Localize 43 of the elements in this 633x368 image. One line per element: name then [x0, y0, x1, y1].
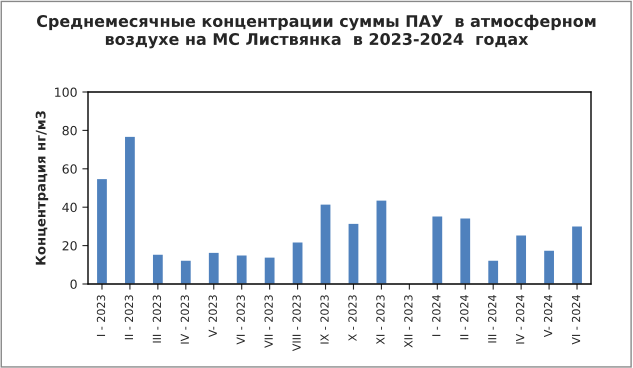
x-tick-label: III - 2024: [488, 295, 496, 343]
x-tick-label: V- 2024: [544, 295, 552, 338]
bar: [347, 222, 360, 284]
bar: [207, 251, 220, 284]
bar: [291, 241, 304, 284]
y-tick-label: 0: [70, 279, 77, 289]
x-tick-label: IX - 2023: [320, 295, 329, 344]
x-tick-label: I - 2024: [432, 295, 441, 336]
bar: [180, 259, 192, 284]
x-tick-label: II - 2024: [460, 295, 468, 340]
x-tick-label: VI - 2023: [236, 295, 245, 345]
bar: [514, 234, 528, 284]
x-tick-label: IV - 2023: [180, 295, 190, 344]
bar: [96, 178, 108, 284]
bar: [152, 253, 164, 284]
bar: [570, 225, 584, 284]
bar: [235, 254, 248, 284]
y-tick-label: 60: [62, 164, 77, 174]
x-tick-label: X - 2023: [348, 295, 357, 342]
y-tick-label: 20: [62, 241, 77, 251]
x-tick-label: VI - 2024: [572, 295, 580, 345]
y-tick-label: 80: [62, 126, 77, 136]
y-tick-label: 100: [55, 87, 77, 97]
x-tick-label: VII - 2023: [264, 295, 273, 348]
bar: [458, 217, 472, 284]
bar: [124, 135, 136, 284]
x-tick-label: XI - 2023: [376, 295, 385, 344]
x-tick-label: III - 2023: [152, 295, 162, 343]
y-tick-label: 40: [62, 202, 77, 212]
bar: [319, 203, 332, 284]
x-tick-label: II - 2023: [124, 295, 134, 340]
x-tick-label: I - 2023: [96, 295, 106, 336]
x-tick-label: V- 2023: [208, 295, 217, 338]
y-axis-title: Концентрация нг/м3: [36, 111, 48, 265]
bar: [542, 249, 556, 284]
bar: [486, 259, 500, 284]
bar: [263, 256, 276, 284]
x-tick-label: IV - 2024: [516, 295, 524, 344]
bar: [375, 199, 388, 284]
bar: [431, 215, 444, 284]
chart-title: Среднемесячные концентрации суммы ПАУ в атмосферном воздухе на МС Листвянка в 2023-2024 годах: [37, 14, 596, 48]
x-tick-label: XII - 2023: [404, 295, 413, 348]
x-tick-label: VIII - 2023: [292, 295, 301, 352]
